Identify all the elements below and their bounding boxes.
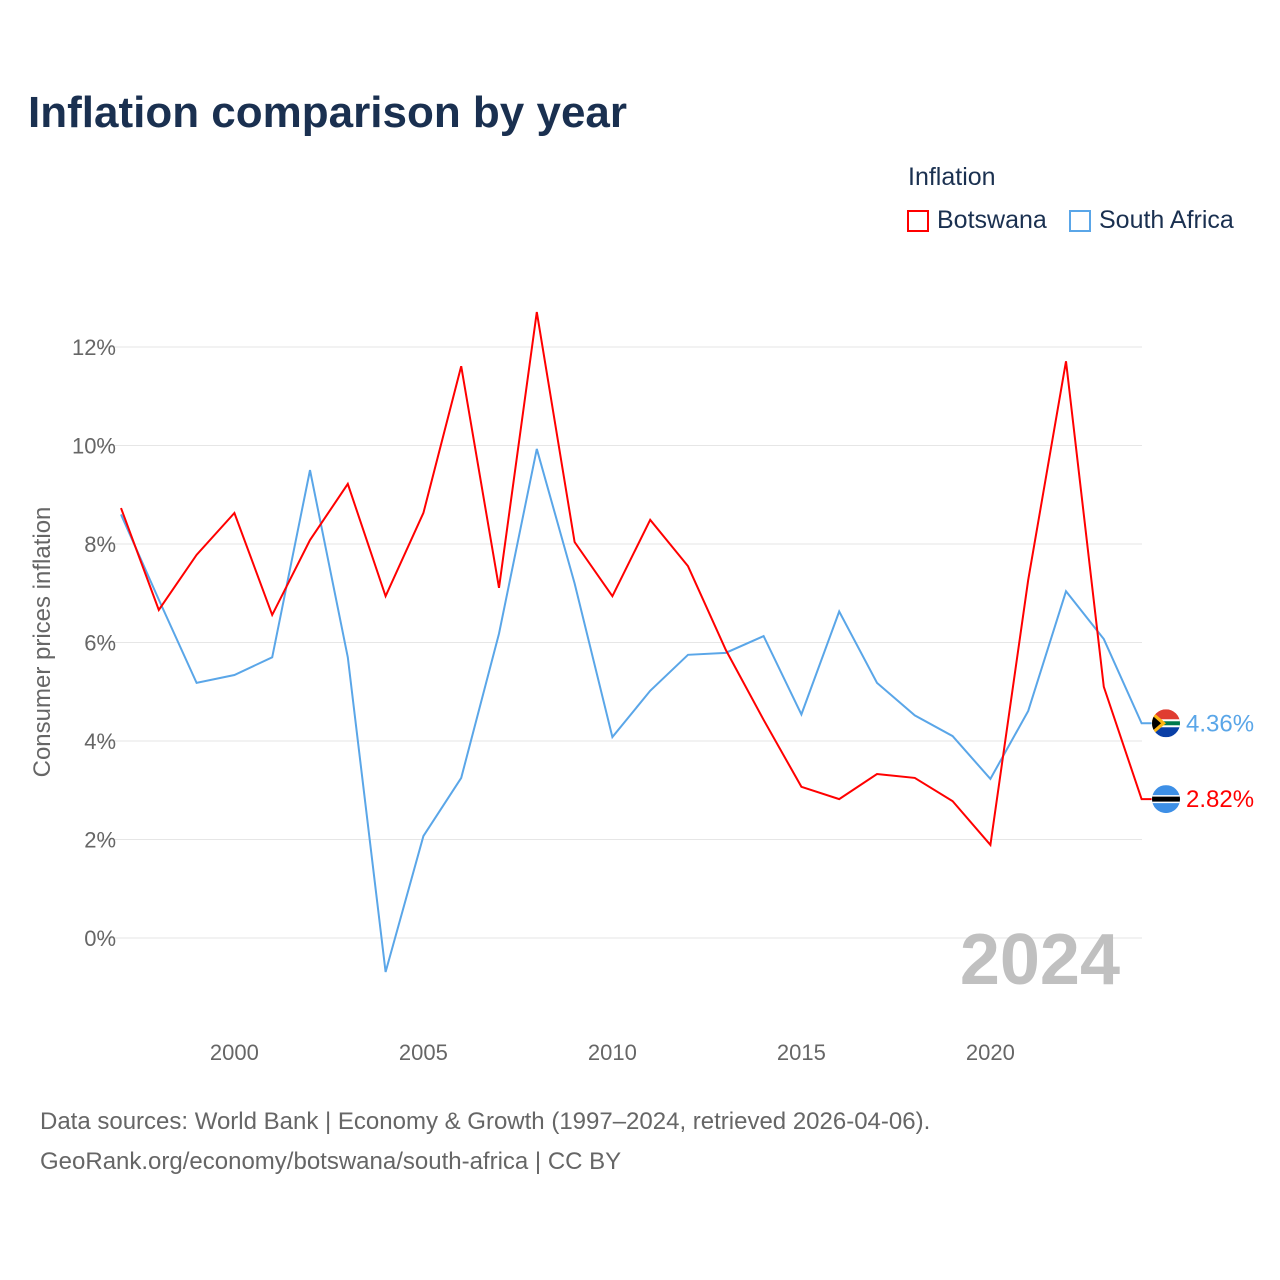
legend-item-botswana[interactable]: Botswana (907, 206, 1047, 235)
x-tick-label: 2020 (966, 1040, 1015, 1065)
legend-label: Botswana (937, 206, 1047, 234)
south-africa-flag-icon (1152, 709, 1180, 738)
legend-item-south-africa[interactable]: South Africa (1069, 206, 1234, 235)
x-tick-label: 2005 (399, 1040, 448, 1065)
y-axis-label: Consumer prices inflation (29, 507, 56, 778)
series-line-botswana (120, 311, 1152, 848)
footer-link[interactable]: GeoRank.org/economy/botswana/south-afric… (40, 1148, 622, 1175)
footer-sources: Data sources: World Bank | Economy & Gro… (40, 1108, 931, 1135)
legend-label: South Africa (1099, 206, 1234, 234)
x-tick-label: 2015 (777, 1040, 826, 1065)
end-label-south-africa: 4.36% (1186, 710, 1254, 737)
botswana-flag-icon (1152, 785, 1180, 814)
y-tick-label: 4% (84, 729, 116, 754)
year-watermark: 2024 (960, 920, 1120, 1000)
y-tick-label: 8% (84, 532, 116, 557)
y-tick-label: 2% (84, 828, 116, 853)
y-tick-label: 6% (84, 631, 116, 656)
end-label-botswana: 2.82% (1186, 786, 1254, 813)
legend-swatch-botswana (907, 209, 929, 232)
x-tick-label: 2010 (588, 1040, 637, 1065)
chart-title: Inflation comparison by year (28, 88, 628, 137)
y-tick-label: 0% (84, 926, 116, 951)
y-tick-label: 10% (72, 434, 116, 459)
series-line-south-africa (120, 448, 1152, 973)
x-tick-label: 2000 (210, 1040, 259, 1065)
legend-swatch-south-africa (1069, 209, 1091, 232)
legend-title: Inflation (908, 163, 996, 191)
y-tick-label: 12% (72, 335, 116, 360)
